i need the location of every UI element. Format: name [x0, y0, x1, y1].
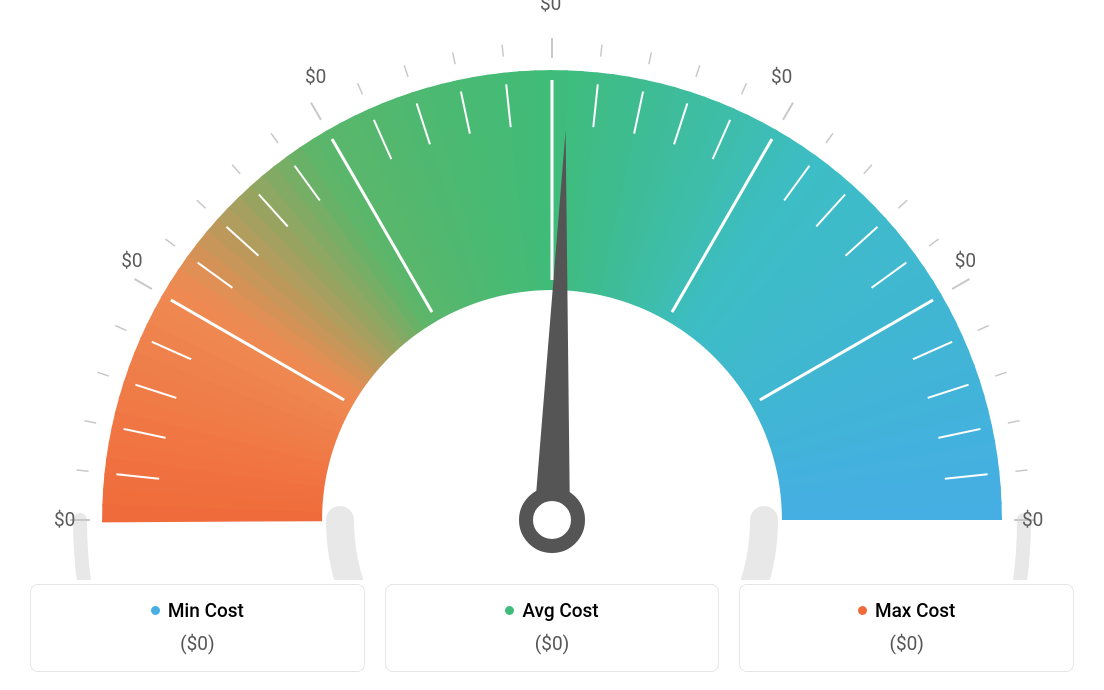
- legend-dot-min: [151, 606, 160, 615]
- legend-card-max: Max Cost ($0): [739, 584, 1074, 672]
- legend-title-min: Min Cost: [151, 599, 244, 622]
- gauge-tick-label: $0: [955, 249, 976, 272]
- gauge-tick-label: $0: [540, 0, 561, 15]
- legend-label-max: Max Cost: [875, 599, 955, 622]
- legend-label-avg: Avg Cost: [522, 599, 598, 622]
- gauge-tick-label: $0: [54, 508, 75, 531]
- legend-dot-avg: [505, 606, 514, 615]
- legend-dot-max: [858, 606, 867, 615]
- legend-value-max: ($0): [750, 632, 1063, 655]
- legend-card-min: Min Cost ($0): [30, 584, 365, 672]
- legend-title-avg: Avg Cost: [505, 599, 598, 622]
- gauge-svg: [52, 20, 1052, 580]
- gauge-tick-label: $0: [1022, 508, 1043, 531]
- legend-value-avg: ($0): [396, 632, 709, 655]
- legend-value-min: ($0): [41, 632, 354, 655]
- gauge-tick-label: $0: [771, 65, 792, 88]
- gauge-needle-hub: [526, 494, 578, 546]
- gauge-tick-label: $0: [305, 65, 326, 88]
- gauge-tick-label: $0: [121, 249, 142, 272]
- legend-row: Min Cost ($0) Avg Cost ($0) Max Cost ($0…: [30, 584, 1074, 672]
- legend-title-max: Max Cost: [858, 599, 955, 622]
- legend-label-min: Min Cost: [168, 599, 244, 622]
- gauge-chart: $0 $0 $0 $0 $0 $0 $0: [0, 0, 1104, 580]
- legend-card-avg: Avg Cost ($0): [385, 584, 720, 672]
